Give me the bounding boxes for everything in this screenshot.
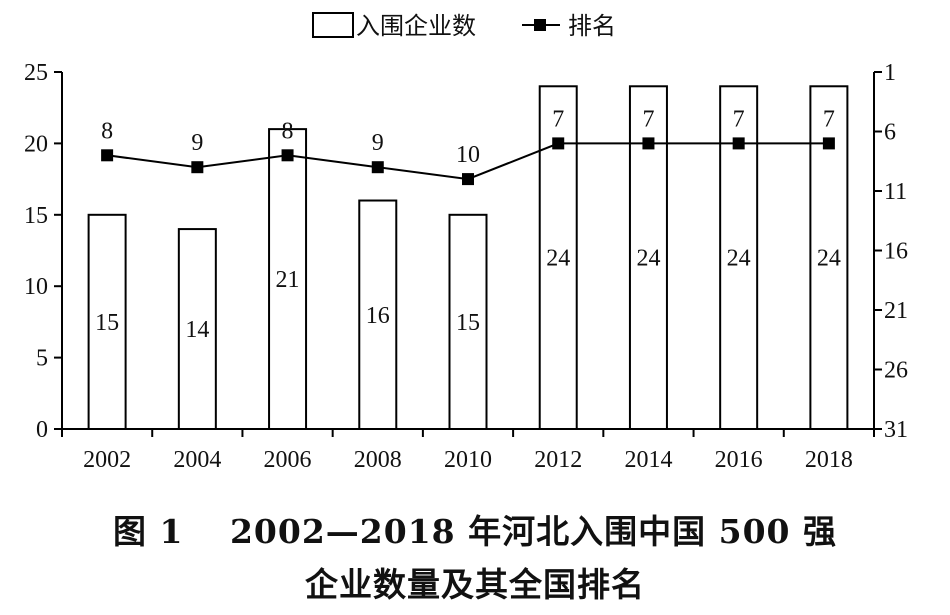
rank-point xyxy=(371,161,384,174)
x-tick-label: 2012 xyxy=(534,447,582,473)
bar-value-label: 24 xyxy=(817,246,841,272)
legend: 入围企业数 排名 xyxy=(312,12,616,40)
bar-value-label: 14 xyxy=(185,317,209,343)
left-tick-label: 15 xyxy=(24,203,48,229)
rank-value-label: 7 xyxy=(552,106,564,132)
x-tick-label: 2008 xyxy=(354,447,402,473)
right-tick-label: 31 xyxy=(884,417,908,443)
x-tick-label: 2006 xyxy=(264,447,312,473)
x-tick-label: 2014 xyxy=(624,447,672,473)
rank-value-label: 10 xyxy=(456,142,480,168)
right-tick-label: 26 xyxy=(884,358,908,384)
x-tick-label: 2004 xyxy=(173,447,221,473)
bar xyxy=(177,228,217,430)
bar-value-label: 21 xyxy=(276,267,300,293)
rank-value-label: 7 xyxy=(733,106,745,132)
x-tick-label: 2002 xyxy=(83,447,131,473)
legend-line-label: 排名 xyxy=(568,12,616,40)
bar-value-label: 15 xyxy=(456,310,480,336)
rank-value-label: 9 xyxy=(372,130,384,156)
right-tick-label: 11 xyxy=(884,179,907,205)
rank-value-label: 8 xyxy=(101,118,113,144)
x-axis-ticks: 2002 2004 2006 2008 2010 2012 2014 2016 2018 xyxy=(61,429,875,473)
rank-point xyxy=(642,137,655,150)
rank-point xyxy=(191,161,204,174)
rank-value-label: 7 xyxy=(642,106,654,132)
left-tick-label: 10 xyxy=(24,274,48,300)
right-tick-label: 16 xyxy=(884,239,908,265)
right-tick-label: 21 xyxy=(884,298,908,324)
bar-value-label: 16 xyxy=(366,303,390,329)
figure-caption-line2: 企业数量及其全国排名 xyxy=(305,565,645,604)
rank-point xyxy=(281,149,294,162)
left-tick-label: 20 xyxy=(24,131,48,157)
rank-point xyxy=(732,137,745,150)
bar xyxy=(358,199,398,430)
x-tick-label: 2018 xyxy=(805,447,853,473)
bar xyxy=(268,128,308,430)
bar-value-label: 24 xyxy=(636,246,660,272)
left-axis-ticks: 0 5 10 15 20 25 xyxy=(24,60,62,443)
right-tick-label: 1 xyxy=(884,60,896,86)
bar-value-label: 24 xyxy=(546,246,570,272)
rank-value-label: 9 xyxy=(191,130,203,156)
rank-point xyxy=(462,173,474,186)
rank-point xyxy=(822,137,835,150)
right-tick-label: 6 xyxy=(884,120,896,146)
figure-caption-line1: 图 1 2002—2018 年河北入围中国 500 强 xyxy=(113,512,837,551)
x-tick-label: 2010 xyxy=(444,447,492,473)
bar xyxy=(448,213,488,430)
rank-point xyxy=(552,137,565,150)
bar-value-label: 15 xyxy=(95,310,119,336)
bar xyxy=(87,213,127,430)
rank-line xyxy=(101,137,835,186)
legend-line-marker xyxy=(534,19,546,31)
rank-value-label: 7 xyxy=(823,106,835,132)
legend-bar-swatch xyxy=(312,12,354,38)
data-labels: 15 14 21 16 15 24 24 24 24 8 9 8 9 10 7 7 7 7 xyxy=(95,106,841,343)
left-tick-label: 25 xyxy=(24,60,48,86)
x-tick-label: 2016 xyxy=(715,447,763,473)
left-tick-label: 0 xyxy=(36,417,48,443)
rank-value-label: 8 xyxy=(282,118,294,144)
bar-value-label: 24 xyxy=(727,246,751,272)
left-tick-label: 5 xyxy=(36,346,48,372)
rank-point xyxy=(101,149,114,162)
legend-bar-label: 入围企业数 xyxy=(356,12,476,40)
